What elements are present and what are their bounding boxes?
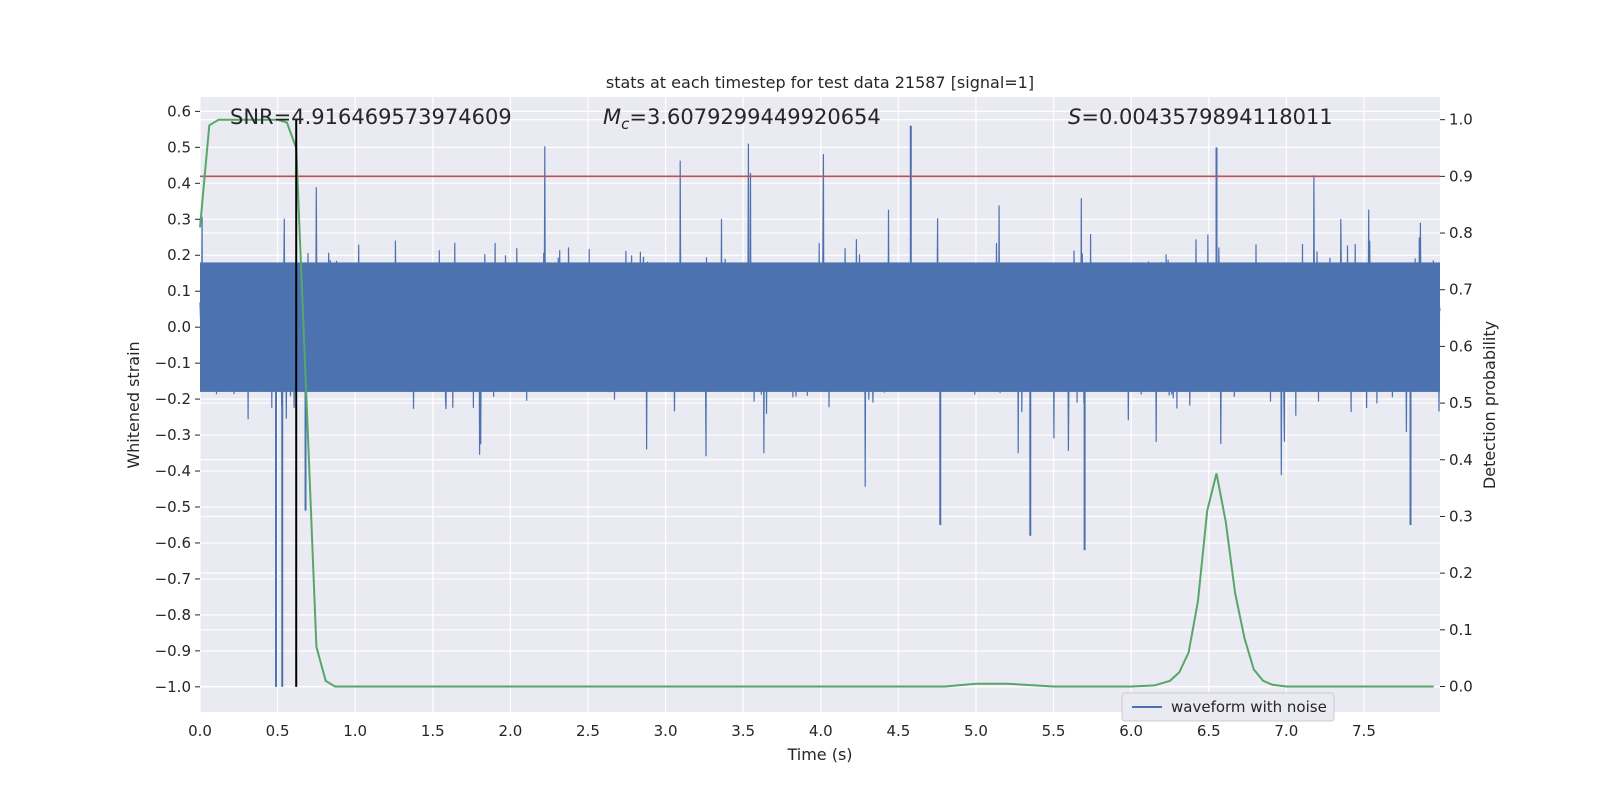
chart-title: stats at each timestep for test data 215…	[606, 73, 1034, 92]
legend-label: waveform with noise	[1171, 698, 1327, 716]
legend: waveform with noise	[1121, 692, 1335, 722]
y-tick-label: −1.0	[155, 678, 191, 696]
x-tick-label: 4.5	[886, 722, 910, 740]
x-tick-label: 7.0	[1274, 722, 1298, 740]
snr-annotation: SNR=4.916469573974609	[230, 105, 512, 129]
y-tick-label: 0.4	[167, 174, 191, 192]
x-tick-label: 4.0	[809, 722, 833, 740]
y-tick-label: −0.6	[155, 534, 191, 552]
legend-box	[1121, 692, 1335, 722]
x-tick-label: 1.0	[343, 722, 367, 740]
y-tick-label: 0.3	[167, 210, 191, 228]
x-tick-label: 2.0	[498, 722, 522, 740]
x-axis-ticks: 0.0 0.5 1.0 1.5 2.0 2.5 3.0 3.5 4.0 4.5 5.0 5.5 6.0 6…	[188, 722, 1376, 740]
x-tick-label: 0.0	[188, 722, 212, 740]
y2-tick-label: 0.5	[1449, 394, 1473, 412]
chirp-mass-annotation: Mc=3.6079299449920654	[603, 105, 881, 133]
y2-tick-label: 0.9	[1449, 167, 1473, 185]
x-tick-label: 5.0	[964, 722, 988, 740]
y2-tick-label: 0.3	[1449, 507, 1473, 525]
x-tick-label: 3.5	[731, 722, 755, 740]
y-tick-label: −0.3	[155, 426, 191, 444]
s-symbol: S	[1068, 105, 1081, 129]
x-tick-label: 2.5	[576, 722, 600, 740]
y-tick-label: −0.9	[155, 642, 191, 660]
chirp-mass-symbol: M	[603, 105, 621, 129]
y-tick-label: 0.2	[167, 246, 191, 264]
y-tick-label: 0.6	[167, 102, 191, 120]
y2-tick-label: 0.4	[1449, 451, 1473, 469]
x-tick-label: 6.0	[1119, 722, 1143, 740]
y-tick-label: −0.7	[155, 570, 191, 588]
y2-tick-label: 1.0	[1449, 111, 1473, 129]
overlay	[199, 118, 1440, 688]
y2-axis-label: Detection probability	[1480, 321, 1499, 489]
y-axis-label: Whitened strain	[124, 341, 143, 468]
chirp-mass-value: =3.6079299449920654	[629, 105, 880, 129]
y-tick-label: −0.5	[155, 498, 191, 516]
y-tick-label: −0.1	[155, 354, 191, 372]
x-tick-label: 6.5	[1197, 722, 1221, 740]
y2-tick-label: 0.1	[1449, 621, 1473, 639]
waveform-series	[199, 125, 1441, 687]
y-tick-label: −0.8	[155, 606, 191, 624]
s-annotation: S=0.0043579894118011	[1068, 105, 1333, 129]
x-tick-label: 7.5	[1352, 722, 1376, 740]
x-tick-label: 5.5	[1042, 722, 1066, 740]
y-tick-label: 0.1	[167, 282, 191, 300]
y2-tick-label: 0.2	[1449, 564, 1473, 582]
y2-tick-label: 0.8	[1449, 224, 1473, 242]
y2-axis-ticks: 1.0 0.9 0.8 0.7 0.6 0.5 0.4 0.3 0.2 0.1 0.0	[1440, 111, 1473, 695]
x-axis-label: Time (s)	[786, 745, 852, 764]
y-tick-label: 0.0	[167, 318, 191, 336]
chirp-mass-subscript: c	[621, 115, 630, 133]
y-tick-label: −0.2	[155, 390, 191, 408]
y-tick-label: −0.4	[155, 462, 191, 480]
y2-tick-label: 0.7	[1449, 281, 1473, 299]
s-value: =0.0043579894118011	[1081, 105, 1332, 129]
y-tick-label: 0.5	[167, 138, 191, 156]
waveform-band	[200, 262, 1440, 392]
y2-tick-label: 0.0	[1449, 677, 1473, 695]
detection-probability-line	[199, 118, 1434, 688]
y2-tick-label: 0.6	[1449, 337, 1473, 355]
plot-background	[200, 97, 1440, 712]
x-tick-label: 0.5	[266, 722, 290, 740]
x-tick-label: 3.0	[654, 722, 678, 740]
x-tick-label: 1.5	[421, 722, 445, 740]
y-axis-ticks: 0.6 0.5 0.4 0.3 0.2 0.1 0.0 −0.1 −0.2 −0.3 −0.4 −0.…	[155, 102, 200, 696]
